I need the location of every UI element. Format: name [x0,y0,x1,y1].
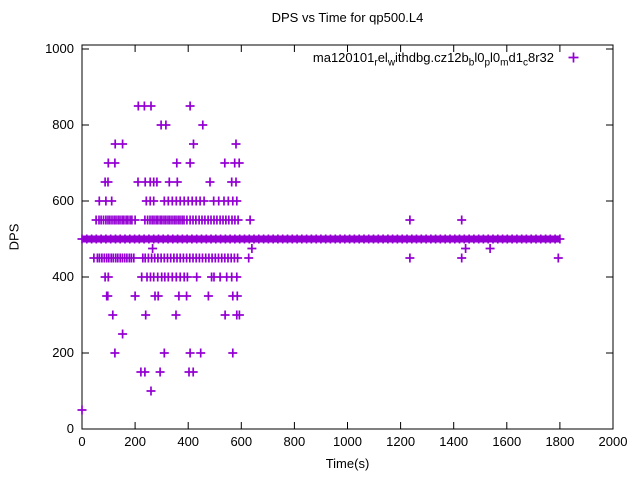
points-dps-850 [133,101,195,111]
x-axis-label: Time(s) [325,456,370,471]
legend-label: ma120101relwithdbg.cz12bbl0pl0md1c8r32 [312,49,554,69]
x-tick-label: 400 [177,434,199,449]
y-tick-label: 800 [52,117,74,132]
y-axis-label: DPS [6,223,22,251]
x-tick-label: 1200 [386,434,415,449]
chart-title: DPS vs Time for qp500.L4 [271,10,424,25]
points-dps-450 [89,253,563,263]
points-dps-600 [94,196,242,206]
points-dps-650 [100,177,241,187]
points-dps-750 [110,139,241,149]
points-dps-400 [100,272,242,282]
points-dps-350 [102,291,242,301]
x-tick-label: 1400 [439,434,468,449]
y-tick-label: 200 [52,345,74,360]
dps-500-band-markers [77,234,565,244]
points-dps-475 [148,244,495,253]
points-dps-300 [108,310,244,320]
points-dps-200 [110,348,238,358]
points-dps-100 [146,386,156,396]
points-dps-700 [103,158,244,168]
points-dps-150 [136,367,198,377]
axis-ticks [81,45,614,430]
x-tick-label: 0 [78,434,85,449]
x-tick-label: 1800 [545,434,574,449]
legend-entry: ma120101relwithdbg.cz12bbl0pl0md1c8r32 [312,49,580,69]
y-tick-label: 1000 [45,41,74,56]
x-tick-label: 800 [284,434,306,449]
y-tick-label: 400 [52,269,74,284]
x-tick-label: 200 [124,434,146,449]
x-tick-label: 1000 [333,434,362,449]
points-dps-250 [118,329,128,339]
points-dps-50 [77,405,87,415]
y-tick-label: 600 [52,193,74,208]
points-dps-550 [91,215,467,225]
x-tick-label: 600 [230,434,252,449]
x-tick-label: 1600 [492,434,521,449]
plus-marker-icon [568,52,579,62]
x-tick-label: 2000 [599,434,628,449]
y-tick-label: 0 [67,421,74,436]
points-dps-800 [156,120,208,130]
